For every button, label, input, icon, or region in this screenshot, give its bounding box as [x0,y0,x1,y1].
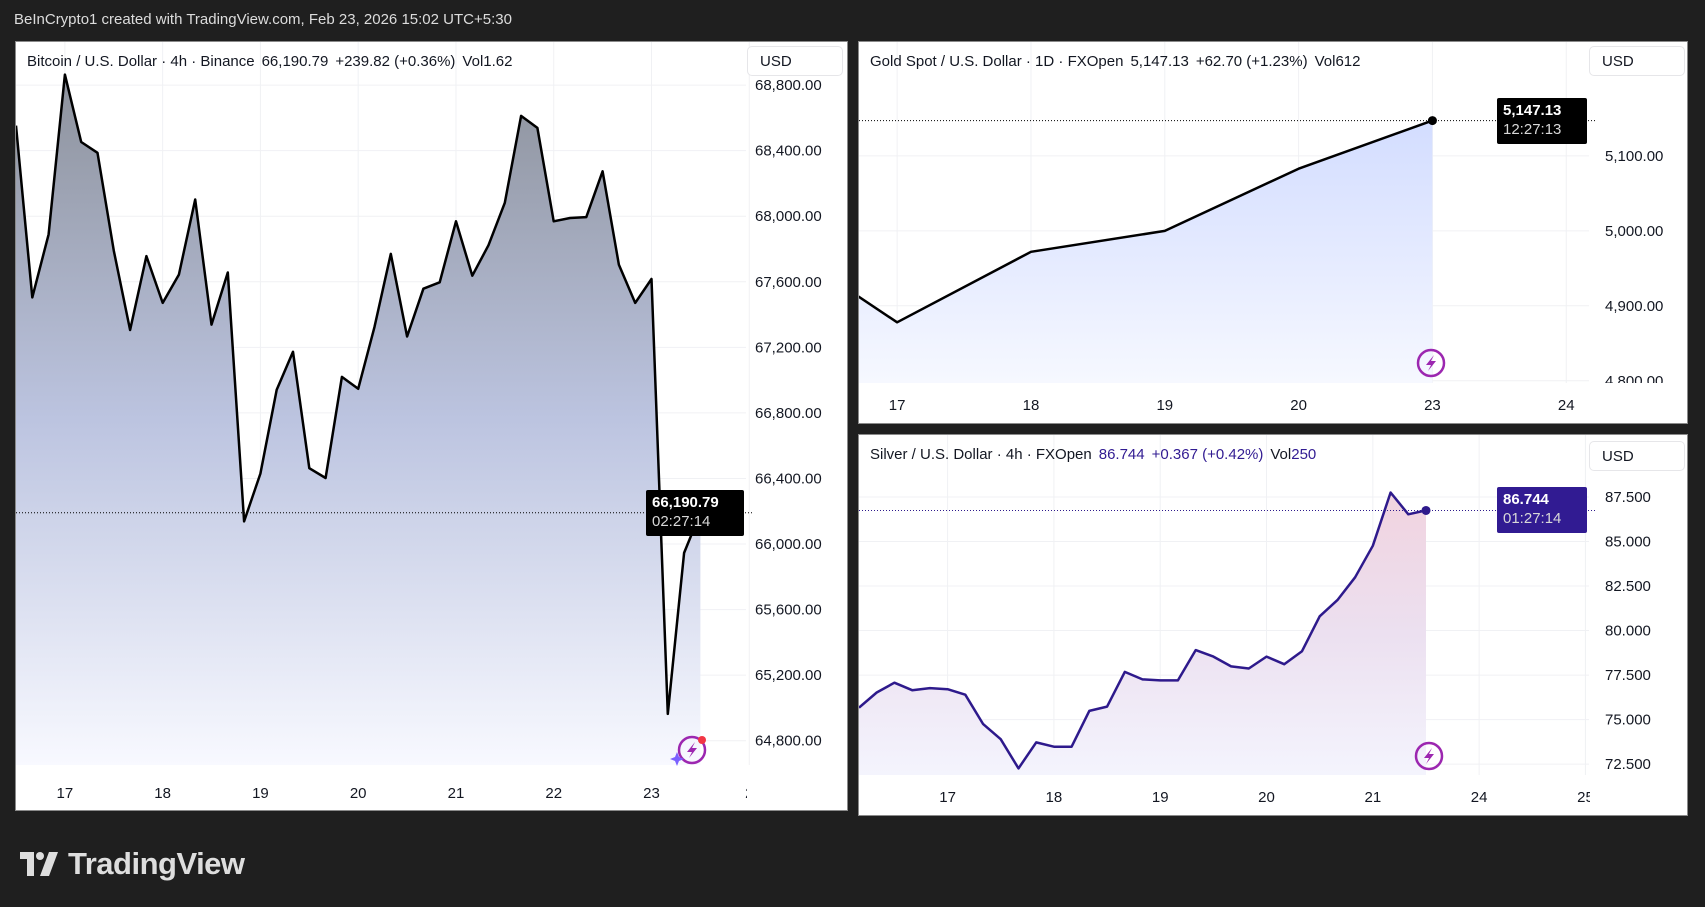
x-axis-tick-label: 24 [1558,397,1575,414]
tradingview-logo: TradingView [20,846,245,882]
y-axis-tick-label: 67,200.00 [755,339,822,356]
silver-area-chart[interactable]: 72.500 75.000 77.500 80.000 82.500 85.000 87.5… [859,435,1688,816]
y-axis-tick-label: 66,400.00 [755,470,822,487]
volume-label: Vol [1270,446,1292,463]
y-axis-tick-label: 65,200.00 [755,667,822,684]
price-label: 66,190.79 02:27:14 [646,489,744,536]
x-axis-tick-label: 23 [643,785,660,802]
last-point-marker [1427,116,1437,126]
price-line [16,73,702,716]
bar-countdown: 12:27:13 [1503,120,1562,138]
currency-button[interactable]: USD [747,46,843,76]
volume-value: 1.62 [483,53,513,70]
y-axis-tick-label: 66,800.00 [755,405,822,422]
last-point-marker [1421,505,1431,515]
price-label-value: 5,147.13 [1503,101,1562,119]
y-axis-tick-label: 75.000 [1605,712,1651,729]
x-axis-tick-label: 17 [57,785,74,802]
y-axis-tick-label: 77.500 [1605,667,1651,684]
lightning-circle-icon[interactable] [1414,741,1444,771]
last-price: 5,147.13 [1130,53,1189,70]
area-fill [16,74,701,765]
volume-value: 250 [1291,446,1317,463]
price-line [859,119,1433,324]
price-change: +62.70 (+1.23%) [1195,53,1308,70]
y-axis-tick-label: 68,400.00 [755,143,822,160]
y-axis-tick-label: 82.500 [1605,578,1651,595]
x-axis-tick-label: 19 [1152,789,1169,806]
y-axis-tick-label: 85.000 [1605,534,1651,551]
y-axis-tick-label: 5,100.00 [1605,148,1663,165]
y-axis-tick-label: 68,000.00 [755,208,822,225]
x-axis-tick-label: 20 [1258,789,1275,806]
symbol-title: Bitcoin / U.S. Dollar · 4h · Binance [27,53,255,70]
x-axis-tick-label: 22 [545,785,562,802]
area-fill [859,120,1433,383]
volume-label: Vol [462,53,484,70]
x-axis-tick-label: 20 [1290,397,1307,414]
currency-button[interactable]: USD [1589,46,1685,76]
price-change: +0.367 (+0.42%) [1151,446,1264,463]
x-axis-tick-label: 17 [889,397,906,414]
btc-chart-panel[interactable]: 64,800.00 65,200.00 65,600.00 66,000.00 66,4… [15,41,848,811]
y-axis-tick-label: 72.500 [1605,756,1651,773]
price-label-value: 86.744 [1503,491,1549,509]
x-axis-tick-label: 19 [1156,397,1173,414]
x-axis-tick-label: 25 [1577,789,1594,806]
silver-chart-panel[interactable]: 72.500 75.000 77.500 80.000 82.500 85.000 87.5… [858,434,1688,816]
price-label-value: 66,190.79 [652,493,719,511]
bar-countdown: 02:27:14 [652,512,711,530]
y-axis-tick-label: 66,000.00 [755,536,822,553]
chart-attribution-header: BeInCrypto1 created with TradingView.com… [14,11,512,28]
price-line [859,491,1427,770]
last-price: 86.744 [1098,446,1145,463]
y-axis-tick-label: 64,800.00 [755,733,822,750]
tradingview-logo-icon [20,852,58,876]
currency-button[interactable]: USD [1589,441,1685,471]
y-axis-tick-label: 68,800.00 [755,77,822,94]
y-axis-tick-label: 5,000.00 [1605,223,1663,240]
y-axis-tick-label: 4,900.00 [1605,298,1663,315]
x-axis-tick-label: 18 [1046,789,1063,806]
gold-chart-panel[interactable]: 4,800.00 4,900.00 5,000.00 5,100.00 17 18 19 20… [858,41,1688,424]
logo-text: TradingView [68,846,245,881]
symbol-title: Silver / U.S. Dollar · 4h · FXOpen [870,446,1092,463]
x-axis-tick-label: 21 [448,785,465,802]
x-axis-tick-label: 19 [252,785,269,802]
price-label: 5,147.13 12:27:13 [1497,97,1587,144]
symbol-title: Gold Spot / U.S. Dollar · 1D · FXOpen [870,53,1124,70]
x-axis-tick-label: 18 [154,785,171,802]
price-label: 86.744 01:27:14 [1497,487,1587,534]
btc-legend: Bitcoin / U.S. Dollar · 4h · Binance 66,1… [27,53,519,70]
x-axis-tick-label: 23 [1424,397,1441,414]
area-fill [859,492,1426,775]
volume-value: 612 [1335,53,1361,70]
price-change: +239.82 (+0.36%) [335,53,456,70]
x-axis-tick-label: 20 [350,785,367,802]
bar-countdown: 01:27:14 [1503,510,1562,528]
silver-legend: Silver / U.S. Dollar · 4h · FXOpen 86.744… [870,446,1323,463]
y-axis-tick-label: 87.500 [1605,489,1651,506]
lightning-circle-icon[interactable] [670,735,707,766]
last-price: 66,190.79 [261,53,329,70]
x-axis-tick-label: 24 [1471,789,1488,806]
y-axis-tick-label: 65,600.00 [755,602,822,619]
volume-label: Vol [1314,53,1336,70]
y-axis-tick-label: 67,600.00 [755,274,822,291]
x-axis-tick-label: 18 [1023,397,1040,414]
lightning-circle-icon[interactable] [1416,348,1446,378]
x-axis-tick-label: 21 [1364,789,1381,806]
gold-legend: Gold Spot / U.S. Dollar · 1D · FXOpen 5,1… [870,53,1367,70]
btc-area-chart[interactable]: 64,800.00 65,200.00 65,600.00 66,000.00 66,4… [16,42,848,811]
y-axis-tick-label: 80.000 [1605,623,1651,640]
x-axis-tick-label: 17 [939,789,956,806]
